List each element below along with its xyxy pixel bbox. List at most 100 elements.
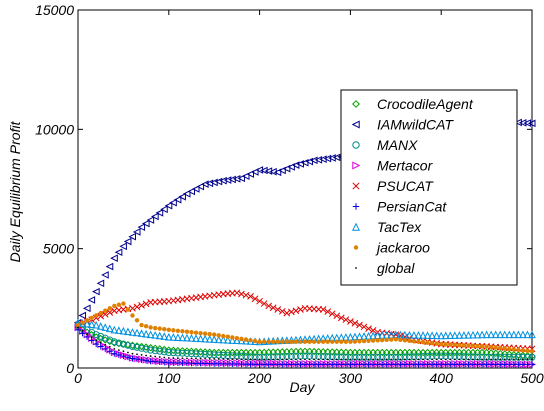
point-CrocodileAgent [514, 351, 523, 359]
point-jackaroo [357, 339, 362, 344]
point-IAMwildCAT [278, 166, 286, 175]
point-CrocodileAgent [187, 347, 196, 356]
point-jackaroo [416, 339, 421, 344]
point-MANX [156, 347, 164, 355]
point-jackaroo [393, 337, 398, 342]
point-jackaroo [89, 315, 94, 321]
point-TacTex [441, 331, 450, 340]
point-IAMwildCAT [146, 216, 155, 224]
point-jackaroo [271, 339, 276, 344]
legend-label: CrocodileAgent [377, 96, 474, 112]
point-TacTex [83, 319, 91, 328]
point-global [281, 358, 284, 361]
point-jackaroo [193, 330, 199, 335]
point-jackaroo [320, 339, 326, 344]
point-MANX [133, 343, 141, 351]
point-global [86, 333, 88, 335]
point-jackaroo [216, 333, 221, 338]
point-IAMwildCAT [92, 287, 100, 296]
point-IAMwildCAT [187, 187, 195, 196]
point-jackaroo [130, 313, 135, 318]
point-PSUCAT [347, 318, 354, 325]
point-PSUCAT [133, 303, 141, 311]
point-MANX [192, 350, 200, 358]
point-global [308, 358, 311, 361]
point-global [95, 339, 98, 342]
point-global [122, 350, 125, 353]
point-IAMwildCAT [101, 271, 109, 279]
point-MANX [147, 346, 155, 354]
point-jackaroo [411, 339, 417, 344]
point-CrocodileAgent [174, 346, 182, 355]
data-marks [73, 118, 537, 369]
point-global [485, 358, 488, 361]
point-jackaroo [248, 338, 253, 343]
point-MANX [115, 339, 123, 347]
x-tick-label: 0 [74, 370, 82, 386]
point-TacTex [423, 331, 432, 339]
point-MANX [92, 331, 100, 339]
point-TacTex [410, 330, 418, 339]
point-TacTex [228, 336, 237, 344]
x-tick-label: 100 [157, 370, 181, 386]
point-PSUCAT [142, 300, 150, 308]
point-jackaroo [180, 329, 185, 334]
point-jackaroo [334, 339, 339, 344]
point-global [313, 358, 315, 361]
point-jackaroo [520, 348, 526, 353]
point-TacTex [178, 333, 187, 342]
point-global [381, 358, 384, 361]
point-global [145, 354, 148, 357]
point-global [99, 341, 102, 344]
point-CrocodileAgent [491, 349, 500, 357]
point-PSUCAT [269, 304, 277, 312]
point-global [367, 358, 370, 361]
point-global [258, 358, 261, 361]
point-global [81, 329, 84, 332]
point-global [349, 358, 352, 361]
point-CrocodileAgent [496, 349, 504, 358]
point-PersianCat [97, 343, 104, 350]
point-jackaroo [466, 343, 471, 348]
point-TacTex [169, 333, 178, 341]
point-jackaroo [139, 322, 144, 328]
point-jackaroo [439, 341, 444, 347]
point-global [113, 348, 116, 350]
point-jackaroo [84, 318, 90, 323]
point-jackaroo [212, 332, 217, 337]
point-jackaroo [162, 327, 167, 332]
point-MANX [197, 350, 205, 358]
point-PersianCat [106, 348, 113, 355]
point-CrocodileAgent [192, 347, 200, 356]
point-global [149, 355, 152, 357]
point-MANX [206, 351, 214, 359]
point-jackaroo [511, 347, 517, 352]
point-CrocodileAgent [519, 351, 527, 360]
point-CrocodileAgent [169, 346, 178, 355]
legend-label: jackaroo [375, 240, 430, 256]
legend-symbol-PSUCAT [352, 182, 360, 190]
point-IAMwildCAT [137, 223, 146, 231]
point-IAMwildCAT [164, 201, 173, 210]
point-PSUCAT [319, 306, 327, 313]
point-IAMwildCAT [82, 304, 91, 313]
point-TacTex [92, 320, 100, 329]
point-PSUCAT [256, 297, 263, 305]
point-jackaroo [488, 344, 494, 350]
point-TacTex [151, 331, 159, 339]
point-CrocodileAgent [183, 347, 191, 355]
legend-box [340, 89, 518, 286]
point-global [172, 357, 175, 359]
point-global [494, 358, 497, 361]
point-TacTex [96, 322, 105, 330]
point-jackaroo [189, 330, 194, 335]
point-global [254, 358, 256, 361]
point-global [154, 355, 157, 358]
legend-symbol-TacTex [351, 222, 361, 231]
point-TacTex [519, 330, 527, 339]
point-global [213, 358, 216, 360]
point-jackaroo [507, 346, 512, 352]
point-MANX [106, 336, 114, 344]
point-TacTex [183, 333, 191, 342]
point-TacTex [196, 334, 205, 343]
